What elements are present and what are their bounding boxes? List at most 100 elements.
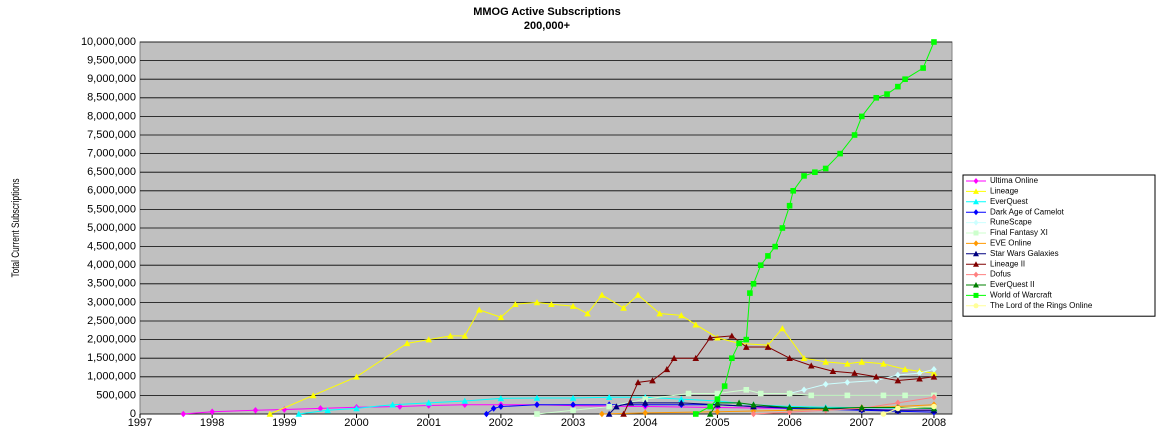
marker: [570, 407, 576, 414]
marker: [858, 358, 866, 365]
marker: [931, 366, 937, 373]
marker: [598, 291, 606, 298]
marker: [389, 401, 396, 408]
series-line: [753, 396, 935, 415]
y-tick-label: 5,500,000: [87, 203, 136, 215]
marker: [743, 336, 750, 343]
marker: [309, 392, 317, 399]
marker: [353, 373, 360, 380]
marker: [801, 173, 807, 179]
marker: [447, 332, 454, 339]
legend-marker: [973, 240, 979, 247]
y-tick-label: 1,000,000: [87, 371, 136, 383]
marker: [822, 405, 829, 412]
legend-label: EverQuest II: [990, 280, 1034, 289]
legend-label: Star Wars Galaxies: [990, 249, 1059, 258]
marker: [873, 95, 880, 101]
marker: [895, 399, 901, 407]
marker: [656, 310, 663, 317]
y-axis-label: Total Current Subscriptions: [10, 178, 22, 277]
marker: [800, 354, 808, 361]
x-tick-label: 1999: [272, 417, 296, 429]
marker: [397, 403, 403, 410]
marker: [829, 367, 837, 375]
marker: [844, 392, 851, 399]
legend-label: RuneScape: [990, 218, 1032, 227]
marker: [895, 371, 901, 379]
marker: [812, 169, 818, 175]
marker: [714, 408, 721, 416]
marker: [721, 383, 728, 389]
legend-label: EVE Online: [990, 239, 1032, 248]
y-tick-label: 7,000,000: [87, 148, 136, 160]
marker: [844, 379, 851, 386]
marker: [747, 290, 753, 296]
y-tick-label: 9,500,000: [87, 55, 136, 67]
marker: [252, 406, 259, 414]
marker: [779, 325, 786, 332]
x-tick-label: 2002: [489, 417, 513, 429]
marker: [461, 397, 469, 404]
legend-marker: [973, 292, 979, 298]
y-tick-label: 8,500,000: [87, 92, 136, 104]
marker: [931, 39, 937, 45]
marker: [844, 360, 851, 367]
marker: [765, 253, 771, 259]
marker: [880, 411, 887, 417]
marker: [750, 401, 757, 408]
marker: [822, 165, 829, 172]
legend-marker: [973, 198, 979, 205]
marker: [916, 375, 923, 382]
y-tick-label: 9,000,000: [87, 73, 136, 85]
y-tick-label: 6,000,000: [87, 185, 136, 197]
marker: [692, 321, 700, 328]
chart-subtitle: 200,000+: [524, 20, 570, 32]
marker: [620, 304, 627, 311]
x-tick-label: 2004: [633, 417, 657, 429]
marker: [902, 392, 908, 399]
marker: [808, 392, 815, 399]
marker: [851, 132, 858, 138]
marker: [931, 393, 937, 401]
marker: [490, 405, 497, 412]
marker: [757, 262, 764, 268]
y-tick-label: 3,000,000: [87, 296, 136, 308]
marker: [534, 401, 540, 408]
x-tick-label: 2003: [561, 417, 585, 429]
y-tick-label: 6,500,000: [87, 166, 136, 178]
x-tick-label: 2001: [416, 417, 440, 429]
marker: [743, 387, 750, 393]
marker: [707, 403, 714, 410]
marker: [729, 355, 735, 361]
marker: [570, 401, 576, 408]
marker: [858, 404, 866, 411]
marker: [750, 281, 757, 287]
marker: [461, 332, 469, 339]
y-tick-label: 4,500,000: [87, 241, 136, 253]
legend-marker: [973, 188, 979, 194]
marker: [902, 76, 908, 82]
y-tick-label: 0: [130, 408, 136, 420]
legend-marker: [973, 250, 979, 257]
x-tick-label: 2006: [777, 417, 801, 429]
marker: [757, 390, 764, 397]
legend-label: Final Fantasy XI: [990, 228, 1048, 237]
legend-label: EverQuest: [990, 197, 1029, 206]
x-tick-label: 2005: [705, 417, 729, 429]
marker: [786, 202, 793, 209]
legend-label: World of Warcraft: [990, 291, 1053, 300]
marker: [930, 369, 938, 376]
marker: [822, 380, 829, 388]
marker: [295, 410, 303, 417]
marker: [605, 393, 613, 401]
marker: [266, 410, 274, 417]
marker: [209, 408, 215, 416]
legend-marker: [973, 271, 979, 278]
y-tick-label: 4,000,000: [87, 259, 136, 271]
marker: [742, 343, 750, 350]
chart-title: MMOG Active Subscriptions: [473, 6, 621, 18]
marker: [606, 403, 612, 410]
marker: [569, 394, 577, 401]
marker: [641, 399, 649, 406]
